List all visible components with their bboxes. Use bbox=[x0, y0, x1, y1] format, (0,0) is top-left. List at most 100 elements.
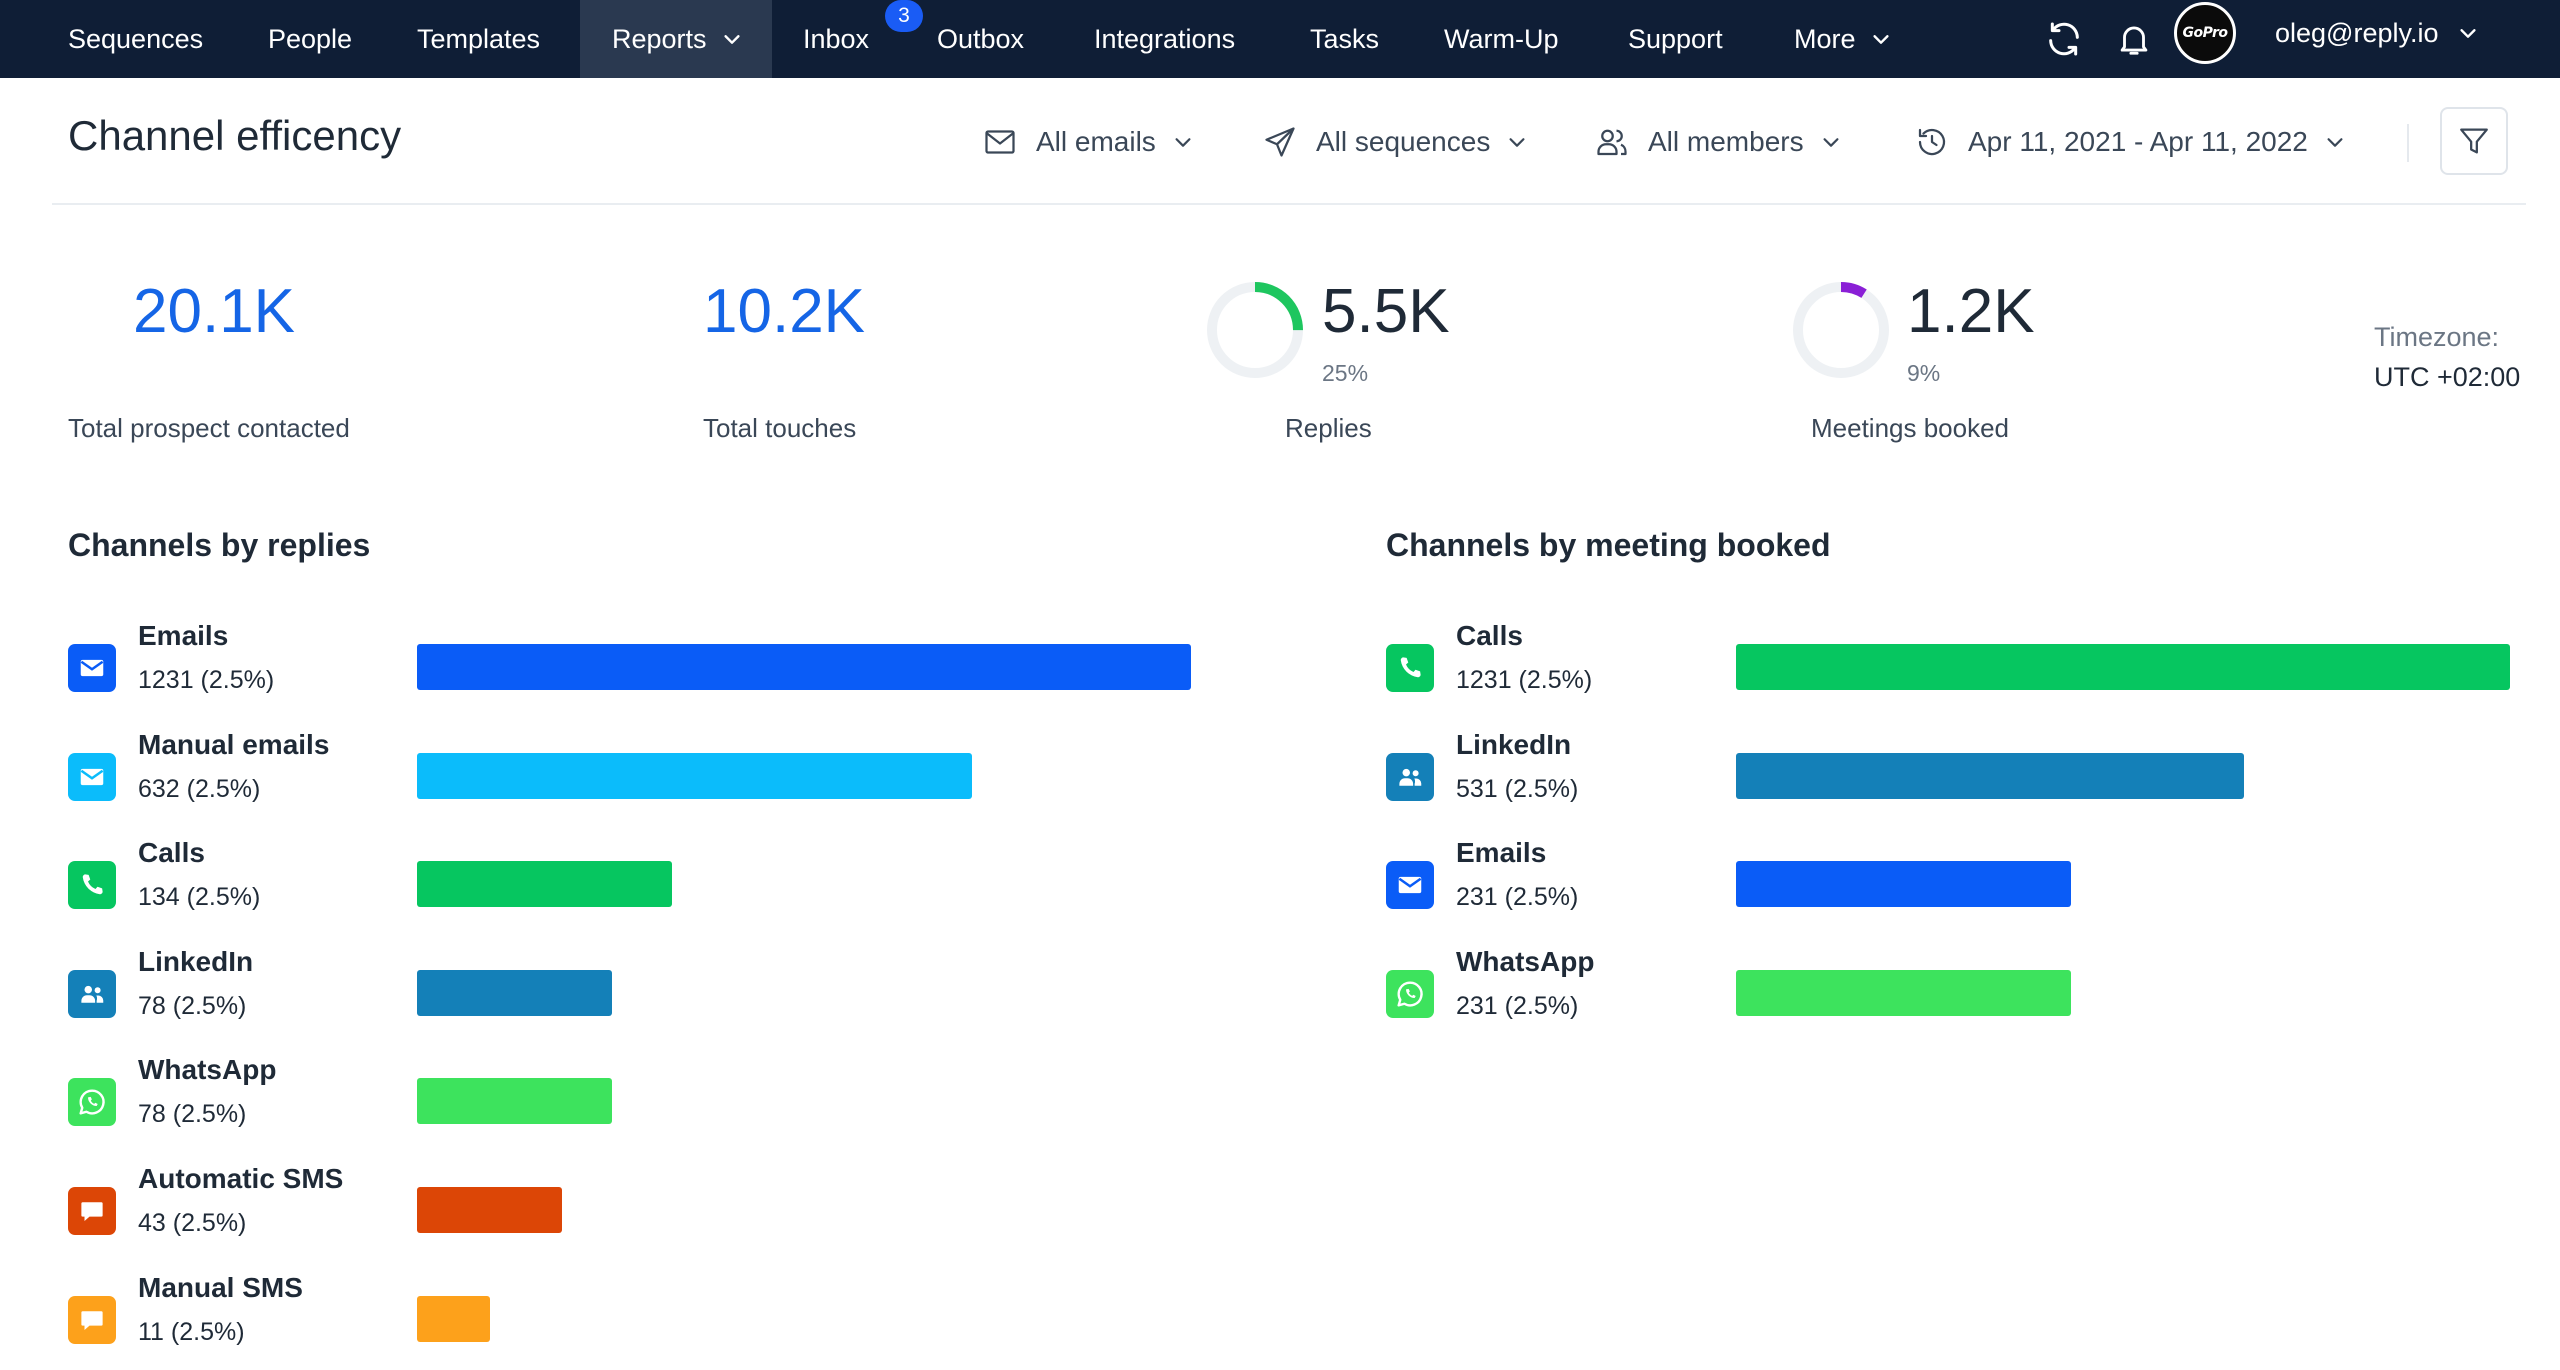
channel-row: Automatic SMS 43 (2.5%) bbox=[68, 1163, 1195, 1253]
avatar[interactable]: GoPro bbox=[2174, 2, 2236, 64]
channel-count: 1231 (2.5%) bbox=[138, 666, 275, 694]
replies-donut bbox=[1207, 282, 1303, 378]
whatsapp-icon bbox=[1386, 969, 1434, 1018]
nav-item-sequences[interactable]: Sequences bbox=[68, 0, 203, 78]
phone-icon bbox=[68, 861, 116, 910]
people-icon bbox=[1386, 752, 1434, 801]
sequences-filter-dropdown[interactable]: All sequences bbox=[1262, 118, 1528, 166]
channel-row: Calls 1231 (2.5%) bbox=[1386, 620, 2514, 710]
emails-filter-dropdown[interactable]: All emails bbox=[982, 118, 1194, 166]
nav-label: Templates bbox=[417, 23, 541, 54]
channel-count: 231 (2.5%) bbox=[1456, 883, 1579, 912]
channel-bar bbox=[1736, 969, 2072, 1016]
avatar-text: GoPro bbox=[2182, 25, 2228, 41]
chevron-down-icon bbox=[1872, 35, 1889, 44]
envelope-icon bbox=[985, 130, 1015, 154]
nav-item-inbox[interactable]: Inbox bbox=[803, 0, 869, 78]
nav-label: Warm-Up bbox=[1444, 23, 1559, 54]
chevron-down-icon bbox=[2459, 29, 2476, 38]
chat-icon bbox=[68, 1187, 116, 1235]
email-icon bbox=[1386, 861, 1434, 910]
nav-item-tasks[interactable]: Tasks bbox=[1310, 0, 1379, 78]
channel-row: WhatsApp 78 (2.5%) bbox=[68, 1054, 1195, 1144]
filter-button[interactable] bbox=[2440, 107, 2508, 175]
chevron-down-icon bbox=[723, 35, 740, 44]
channel-name: Calls bbox=[138, 837, 205, 869]
nav-item-templates[interactable]: Templates bbox=[417, 0, 540, 78]
channel-name: LinkedIn bbox=[138, 945, 254, 977]
user-email: oleg@reply.io bbox=[2275, 17, 2439, 48]
header-divider bbox=[2407, 124, 2409, 162]
channel-name: Manual emails bbox=[138, 728, 330, 760]
channel-count: 632 (2.5%) bbox=[138, 774, 261, 803]
channel-row: Emails 231 (2.5%) bbox=[1386, 837, 2514, 927]
nav-item-support[interactable]: Support bbox=[1628, 0, 1723, 78]
channel-name: Automatic SMS bbox=[138, 1163, 344, 1194]
sequences-filter-label: All sequences bbox=[1316, 126, 1491, 157]
date-range-label: Apr 11, 2021 - Apr 11, 2022 bbox=[1968, 126, 2308, 157]
nav-item-people[interactable]: People bbox=[268, 0, 352, 78]
nav-item-reports[interactable]: Reports bbox=[580, 0, 772, 78]
nav-item-integrations[interactable]: Integrations bbox=[1094, 0, 1235, 78]
nav-label: Outbox bbox=[937, 23, 1025, 54]
timezone-label: Timezone: bbox=[2374, 322, 2500, 352]
top-navigation: Sequences People Templates Reports Inbox… bbox=[0, 0, 2560, 78]
channel-count: 11 (2.5%) bbox=[138, 1317, 245, 1346]
touches-label: Total touches bbox=[703, 413, 857, 443]
channel-count: 531 (2.5%) bbox=[1456, 774, 1579, 803]
channel-count: 43 (2.5%) bbox=[138, 1209, 247, 1237]
channel-bar bbox=[1736, 644, 2510, 690]
channel-row: WhatsApp 231 (2.5%) bbox=[1386, 946, 2514, 1036]
channel-name: Emails bbox=[1456, 837, 1547, 869]
replies-percent: 25% bbox=[1322, 360, 1369, 386]
channel-count: 134 (2.5%) bbox=[138, 883, 261, 912]
channel-bar bbox=[1736, 752, 2245, 799]
nav-item-more[interactable]: More bbox=[1794, 0, 1892, 78]
emails-filter-label: All emails bbox=[1036, 126, 1156, 157]
channel-count: 78 (2.5%) bbox=[138, 991, 247, 1020]
channels-by-meetings-title: Channels by meeting booked bbox=[1386, 527, 1831, 563]
channel-count: 231 (2.5%) bbox=[1456, 991, 1579, 1020]
channel-row: Manual emails 632 (2.5%) bbox=[68, 729, 1195, 819]
funnel-icon bbox=[2460, 128, 2488, 154]
chevron-down-icon bbox=[1509, 138, 1525, 147]
members-filter-dropdown[interactable]: All members bbox=[1594, 118, 1842, 166]
nav-label: People bbox=[268, 23, 353, 54]
date-range-dropdown[interactable]: Apr 11, 2021 - Apr 11, 2022 bbox=[1914, 118, 2346, 166]
people-icon bbox=[68, 969, 116, 1018]
channel-count: 78 (2.5%) bbox=[138, 1100, 247, 1129]
send-icon bbox=[1265, 127, 1295, 157]
channel-bar bbox=[1736, 861, 2072, 908]
bell-icon[interactable] bbox=[2112, 17, 2156, 61]
users-icon bbox=[1597, 129, 1627, 156]
touches-value: 10.2K bbox=[703, 277, 866, 346]
meetings-donut bbox=[1793, 282, 1889, 378]
nav-label: Support bbox=[1628, 23, 1723, 54]
timezone-value: UTC +02:00 bbox=[2374, 362, 2521, 392]
channel-name: Calls bbox=[1456, 620, 1523, 651]
channel-name: LinkedIn bbox=[1456, 728, 1572, 760]
chevron-down-icon bbox=[1823, 138, 1839, 147]
channel-row: Manual SMS 11 (2.5%) bbox=[68, 1272, 1195, 1362]
history-icon bbox=[1918, 128, 1946, 156]
channel-name: WhatsApp bbox=[1456, 945, 1595, 977]
page-title: Channel efficency bbox=[68, 112, 402, 159]
channel-count: 1231 (2.5%) bbox=[1456, 666, 1593, 694]
channel-row: Calls 134 (2.5%) bbox=[68, 837, 1195, 927]
meetings-value: 1.2K bbox=[1907, 277, 2035, 346]
email-icon bbox=[68, 644, 116, 692]
nav-item-warm-up[interactable]: Warm-Up bbox=[1444, 0, 1559, 78]
email-icon bbox=[68, 752, 116, 801]
channel-row: Emails 1231 (2.5%) bbox=[68, 620, 1195, 710]
header-separator bbox=[52, 203, 2526, 205]
chevron-down-icon bbox=[2327, 138, 2343, 147]
nav-label: Integrations bbox=[1094, 23, 1236, 54]
phone-icon bbox=[1386, 644, 1434, 692]
whatsapp-icon bbox=[68, 1078, 116, 1127]
nav-item-outbox[interactable]: Outbox bbox=[937, 0, 1024, 78]
nav-label: More bbox=[1794, 23, 1856, 54]
user-menu[interactable]: oleg@reply.io bbox=[2275, 0, 2479, 66]
nav-label: Tasks bbox=[1310, 23, 1380, 54]
members-filter-label: All members bbox=[1648, 126, 1804, 157]
refresh-icon[interactable] bbox=[2042, 17, 2086, 61]
